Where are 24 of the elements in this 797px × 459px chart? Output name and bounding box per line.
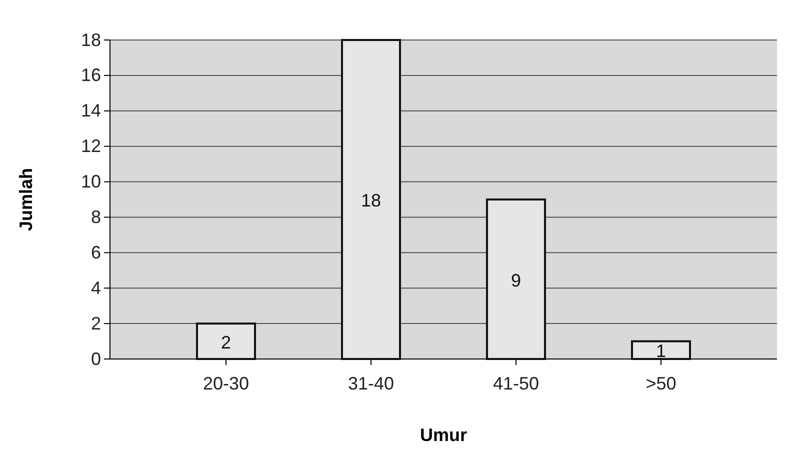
y-axis-title: Jumlah (16, 168, 36, 232)
y-tick-label: 14 (80, 100, 101, 121)
x-tick-label: 41-50 (492, 374, 540, 394)
bar (196, 322, 256, 360)
y-tick-label: 10 (80, 172, 101, 192)
y-tick-label: 12 (80, 136, 101, 156)
x-axis-title: Umur (420, 425, 468, 445)
data-label: 18 (360, 190, 382, 210)
data-label: 2 (220, 332, 232, 352)
y-tick-label: 2 (90, 313, 101, 334)
y-tick-label: 4 (90, 278, 101, 298)
y-tick-label: 8 (90, 206, 101, 227)
data-label: 9 (510, 270, 522, 290)
y-tick-label: 18 (80, 30, 101, 50)
y-tick-label: 16 (80, 65, 101, 86)
x-tick-label: 20-30 (202, 374, 250, 394)
x-tick-label: >50 (646, 374, 676, 394)
x-tick-label: 31-40 (348, 374, 394, 394)
y-tick-label: 0 (90, 348, 101, 369)
bar (341, 39, 401, 360)
bar (486, 198, 546, 360)
y-tick-label: 6 (90, 242, 101, 262)
bar (631, 340, 691, 360)
data-label: 1 (656, 341, 666, 362)
